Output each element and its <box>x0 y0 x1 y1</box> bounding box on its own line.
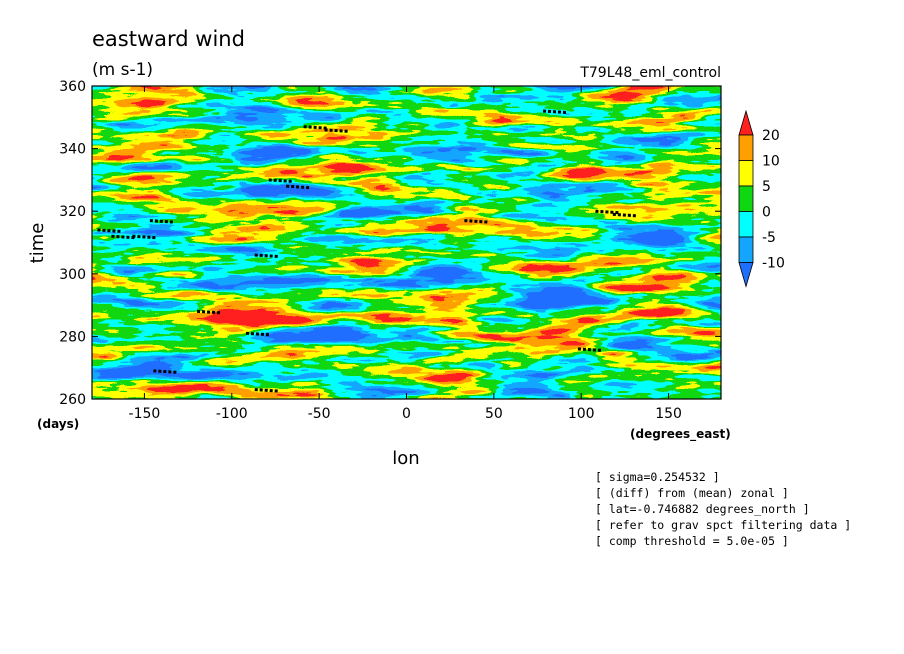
threshold-marker <box>303 125 328 130</box>
x-tick-label: 0 <box>402 406 411 422</box>
x-tick-label: -50 <box>308 406 331 422</box>
threshold-marker <box>111 234 136 240</box>
note-line: [ refer to grav spct filtering data ] <box>595 518 851 532</box>
threshold-marker <box>97 228 122 233</box>
threshold-marker <box>286 184 311 190</box>
colorbar-bottom-arrow <box>738 262 754 288</box>
y-tick-label: 320 <box>59 204 86 220</box>
colorbar-label: 5 <box>762 179 771 195</box>
x-units-label: (degrees_east) <box>630 427 731 442</box>
threshold-marker <box>149 219 174 224</box>
colorbar-top-arrow <box>738 109 754 136</box>
x-tick-label: 50 <box>485 406 503 422</box>
colorbar-label: -5 <box>762 230 776 246</box>
colorbar-segment <box>738 160 754 187</box>
notes-block: [ sigma=0.254532 ] [ (diff) from (mean) z… <box>595 470 851 548</box>
colorbar: -10 -5 0 5 10 20 <box>738 109 785 288</box>
colorbar-label: -10 <box>762 256 785 272</box>
threshold-marker <box>132 234 157 240</box>
colorbar-segment <box>738 211 754 238</box>
threshold-marker <box>254 388 279 393</box>
wind-field-plot <box>92 86 721 399</box>
threshold-marker <box>577 347 603 352</box>
y-axis: 260 280 300 320 340 360 <box>59 79 721 408</box>
experiment-label: T79L48_eml_control <box>579 65 721 81</box>
y-tick-label: 360 <box>59 79 86 95</box>
threshold-markers <box>97 109 637 393</box>
x-tick-label: 100 <box>568 406 595 422</box>
note-line: [ sigma=0.254532 ] <box>595 470 720 484</box>
colorbar-segment <box>738 236 754 263</box>
x-tick-label: 150 <box>655 406 682 422</box>
x-tick-label: -100 <box>216 406 248 422</box>
note-line: [ comp threshold = 5.0e-05 ] <box>595 534 789 548</box>
threshold-marker <box>245 331 271 337</box>
x-axis-label: lon <box>392 448 419 469</box>
colorbar-segment <box>738 134 754 161</box>
threshold-marker <box>542 109 568 115</box>
threshold-marker <box>196 309 222 315</box>
threshold-marker <box>153 369 178 374</box>
y-tick-label: 280 <box>59 329 86 345</box>
x-tick-label: -150 <box>129 406 161 422</box>
threshold-marker <box>324 128 349 133</box>
y-units-label: (days) <box>37 417 79 431</box>
colorbar-label: 0 <box>762 205 771 221</box>
y-tick-label: 300 <box>59 267 86 283</box>
colorbar-segment <box>738 185 754 212</box>
colorbar-label: 20 <box>762 128 780 144</box>
threshold-marker <box>612 212 637 218</box>
threshold-marker <box>254 253 279 259</box>
colorbar-label: 10 <box>762 154 780 170</box>
shaded-contours <box>92 86 721 399</box>
y-tick-label: 340 <box>59 142 86 158</box>
threshold-marker <box>268 178 293 183</box>
y-tick-label: 260 <box>59 392 86 408</box>
note-line: [ (diff) from (mean) zonal ] <box>595 486 789 500</box>
threshold-marker <box>595 209 620 215</box>
y-axis-label: time <box>27 223 48 264</box>
x-axis: -150 -100 -50 0 50 100 150 <box>129 86 682 422</box>
chart-units: (m s-1) <box>92 60 153 80</box>
note-line: [ lat=-0.746882 degrees_north ] <box>595 502 810 516</box>
chart-title: eastward wind <box>92 27 245 51</box>
threshold-marker <box>464 219 489 224</box>
